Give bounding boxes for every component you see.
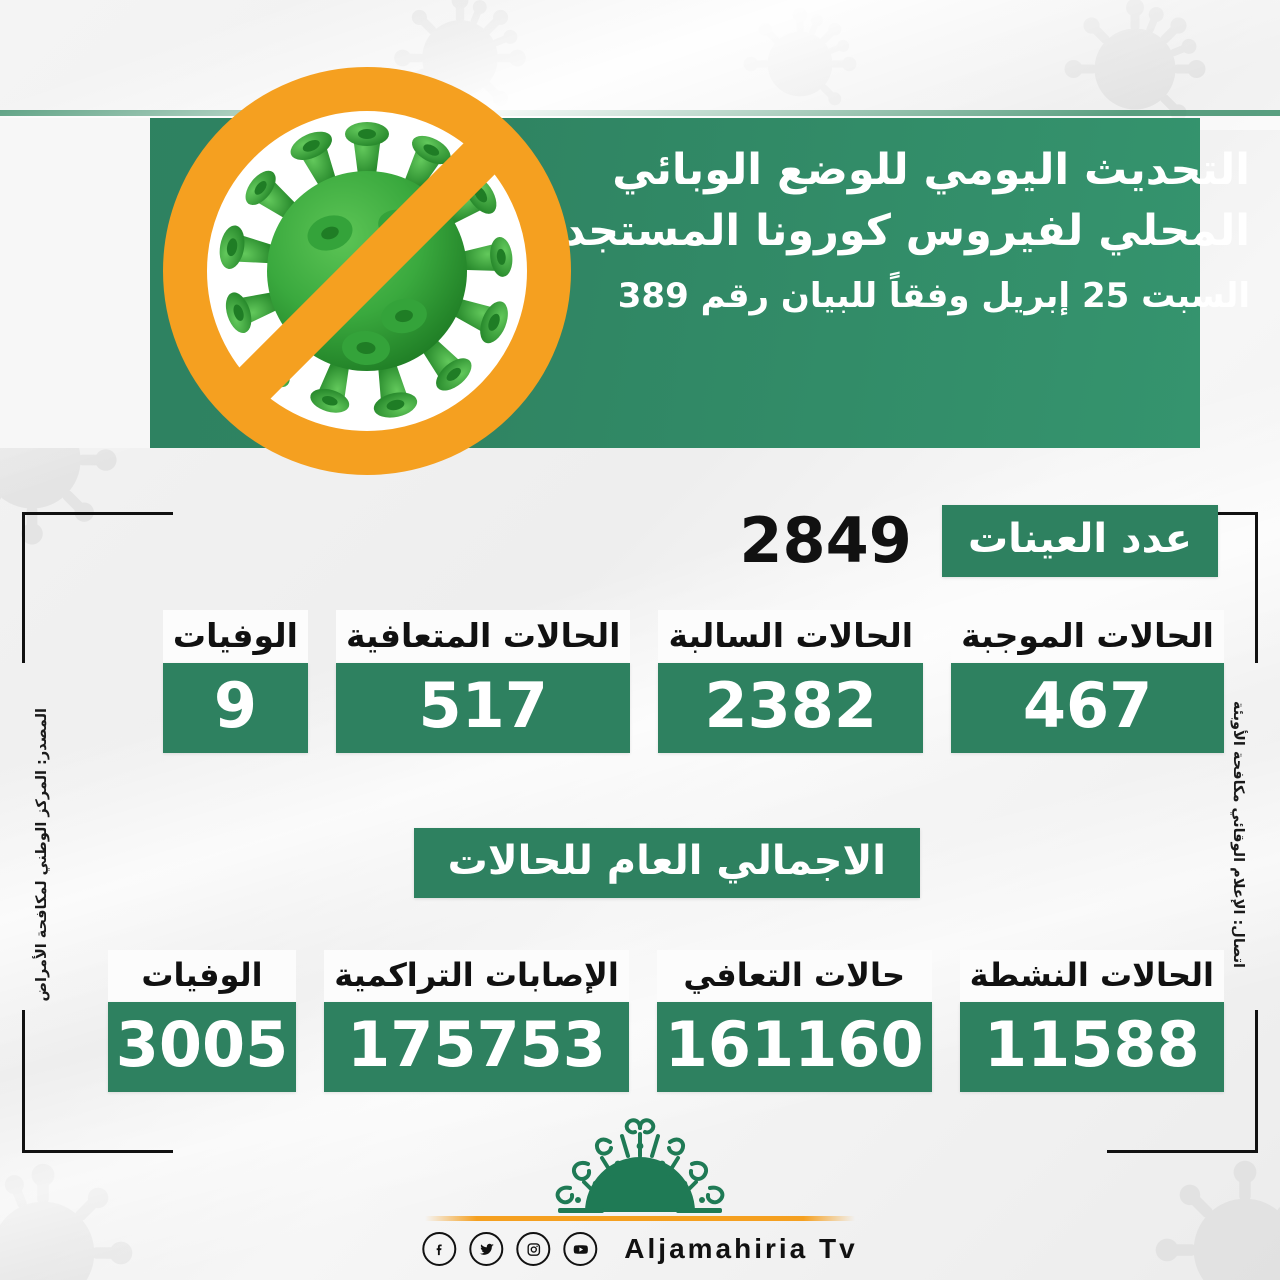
stat-label: الحالات المتعافية [335, 610, 631, 663]
stat-label: الحالات النشطة [959, 950, 1224, 1002]
facebook-icon[interactable] [422, 1232, 457, 1266]
stat-label: الوفيات [162, 610, 308, 663]
stat-card-negative: الحالات السالبة 2382 [658, 610, 924, 753]
stat-value: 161160 [656, 1002, 932, 1092]
contact-note-right: اتصال: الإعلام الوقائي مكافحة الأوبئة [1230, 700, 1246, 968]
stat-value: 9 [162, 663, 308, 753]
stat-card-recovered: الحالات المتعافية 517 [335, 610, 631, 753]
youtube-icon[interactable] [563, 1232, 598, 1266]
coronavirus-prohibited-icon [152, 28, 582, 498]
samples-label: عدد العينات [941, 505, 1218, 577]
header-title-line2: المحلي لفيروس كورونا المستجد [563, 206, 1250, 257]
brand-name: Aljamahiria Tv [624, 1233, 858, 1264]
stat-value: 11588 [959, 1002, 1224, 1092]
stat-card-active: الحالات النشطة 11588 [959, 950, 1224, 1092]
stat-value: 467 [951, 663, 1224, 753]
stat-card-positive: الحالات الموجبة 467 [951, 610, 1224, 753]
aljamahiria-arch-logo [490, 1112, 790, 1217]
stat-card-deaths: الوفيات 9 [162, 610, 308, 753]
social-links: Aljamahiria Tv [422, 1232, 857, 1266]
samples-banner: عدد العينات 2849 [717, 505, 1218, 577]
footer-orange-divider [425, 1216, 855, 1221]
header-white-block [0, 118, 150, 448]
stat-value: 175753 [324, 1002, 629, 1092]
instagram-icon[interactable] [516, 1232, 551, 1266]
frame-bracket-bottom-left [22, 1010, 173, 1153]
stat-label: الوفيات [107, 950, 297, 1002]
stat-card-cumulative-infections: الإصابات التراكمية 175753 [324, 950, 629, 1092]
stat-label: الحالات السالبة [658, 610, 924, 663]
header-date-line: السبت 25 إبريل وفقاً للبيان رقم 389 [617, 276, 1250, 317]
total-stats-row: الحالات النشطة 11588 حالات التعافي 16116… [80, 950, 1224, 1092]
stat-card-total-deaths: الوفيات 3005 [107, 950, 297, 1092]
stat-label: حالات التعافي [656, 950, 932, 1002]
twitter-icon[interactable] [469, 1232, 504, 1266]
header-title-line1: التحديث اليومي للوضع الوبائي [612, 145, 1250, 195]
stat-card-total-recoveries: حالات التعافي 161160 [656, 950, 932, 1092]
stat-label: الإصابات التراكمية [324, 950, 629, 1002]
source-note-left: المصدر: المركز الوطني لمكافحة الأمراض [34, 708, 50, 1002]
daily-stats-row: الحالات الموجبة 467 الحالات السالبة 2382… [135, 610, 1224, 753]
stat-value: 3005 [107, 1002, 297, 1092]
header-text-block: التحديث اليومي للوضع الوبائي المحلي لفير… [550, 140, 1250, 316]
stat-value: 517 [335, 663, 631, 753]
samples-value: 2849 [739, 504, 912, 577]
frame-bracket-top-left [22, 512, 173, 663]
total-banner-label: الاجمالي العام للحالات [413, 828, 920, 898]
frame-bracket-bottom-right [1107, 1010, 1258, 1153]
stat-label: الحالات الموجبة [951, 610, 1224, 663]
stat-value: 2382 [658, 663, 924, 753]
footer: Aljamahiria Tv [0, 1112, 1280, 1280]
